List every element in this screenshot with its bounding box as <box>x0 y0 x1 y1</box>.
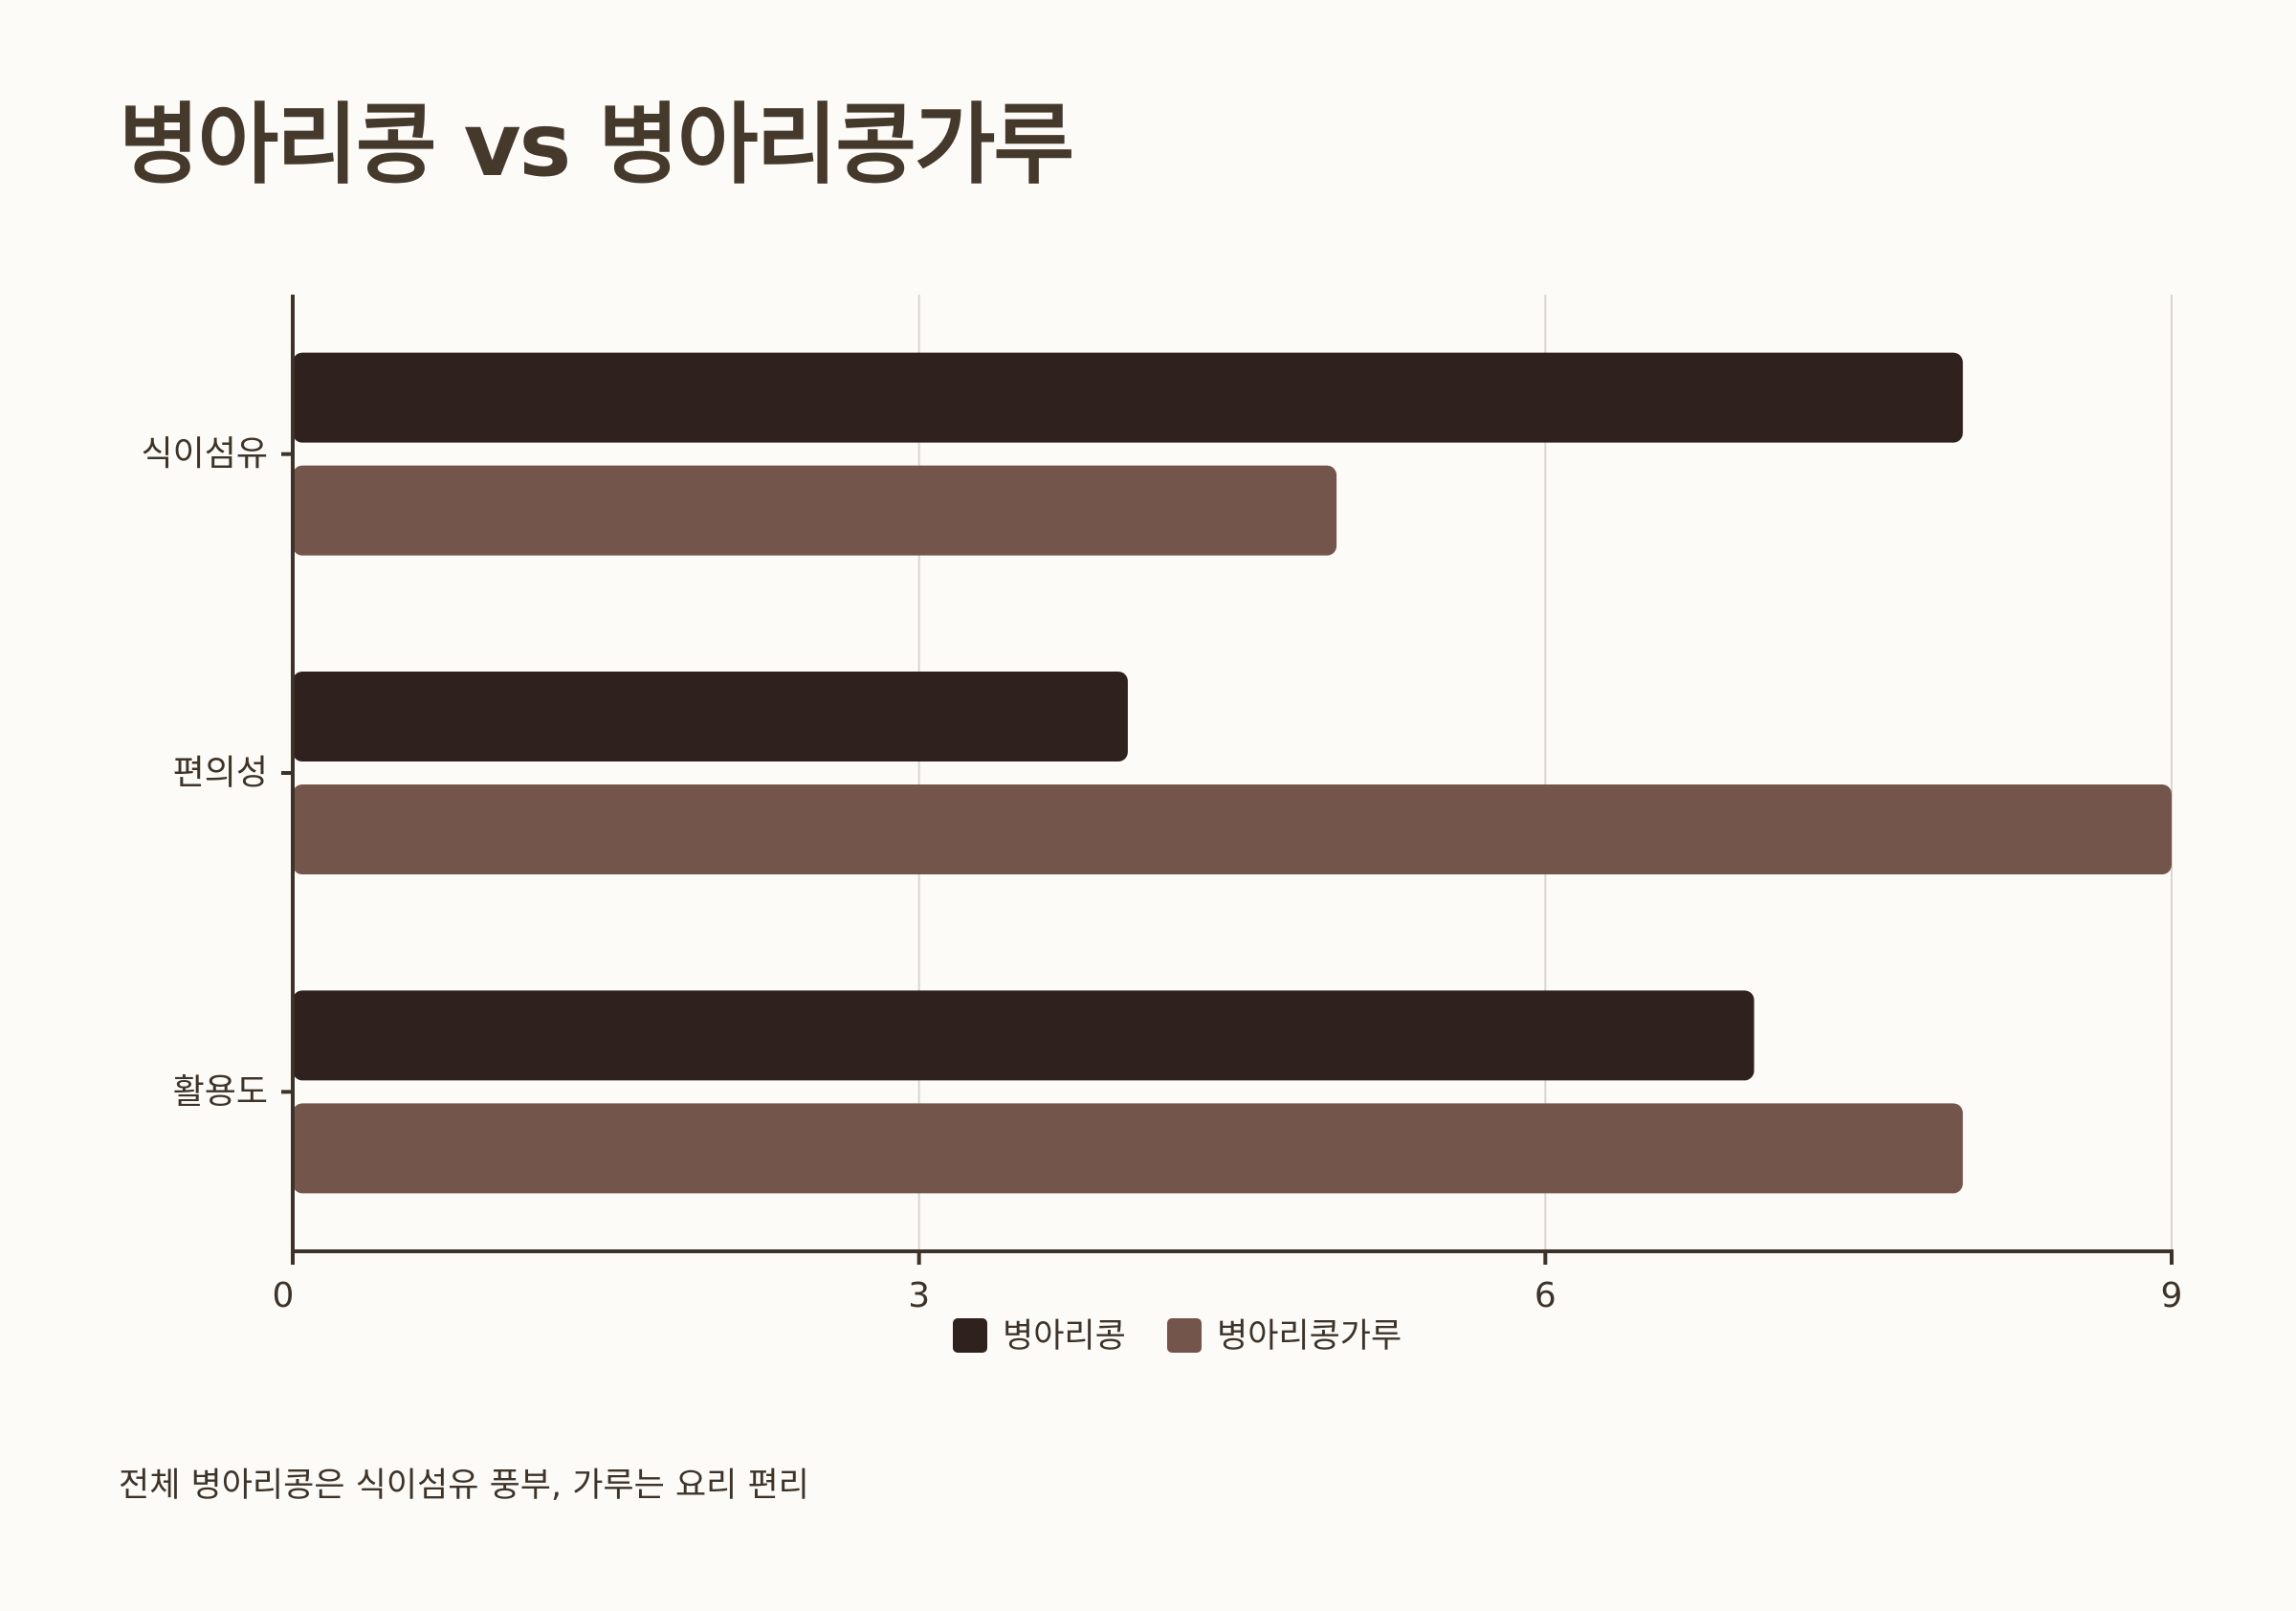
category-label-3: 활용도 <box>173 1072 268 1112</box>
legend-label-2: 병아리콩가루 <box>1217 1317 1402 1356</box>
x-tick-label-3: 3 <box>908 1276 930 1315</box>
chart-footnote: 전체 병아리콩은 식이섬유 풍부, 가루는 요리 편리 <box>119 1467 809 1505</box>
bar-2-2 <box>293 784 2172 874</box>
gridlines <box>917 295 2173 1251</box>
x-tick-label-0: 0 <box>273 1276 295 1315</box>
x-tick-label-6: 6 <box>1534 1276 1556 1315</box>
bar-2-3 <box>293 1103 1963 1194</box>
legend: 병아리콩 병아리콩가루 <box>953 1317 1402 1356</box>
legend-swatch-2 <box>1167 1318 1202 1353</box>
chart-title: 병아리콩 vs 병아리콩가루 <box>119 94 1074 196</box>
category-label-2: 편의성 <box>173 754 268 793</box>
category-label-1: 식이섬유 <box>142 434 268 474</box>
bar-1-3 <box>293 990 1755 1081</box>
legend-swatch-1 <box>953 1318 987 1353</box>
bar-1-1 <box>293 352 1963 443</box>
bars <box>293 352 2172 1194</box>
bar-2-1 <box>293 465 1337 556</box>
bar-1-2 <box>293 672 1128 761</box>
x-tick-label-9: 9 <box>2161 1276 2183 1315</box>
legend-label-1: 병아리콩 <box>1003 1317 1126 1356</box>
